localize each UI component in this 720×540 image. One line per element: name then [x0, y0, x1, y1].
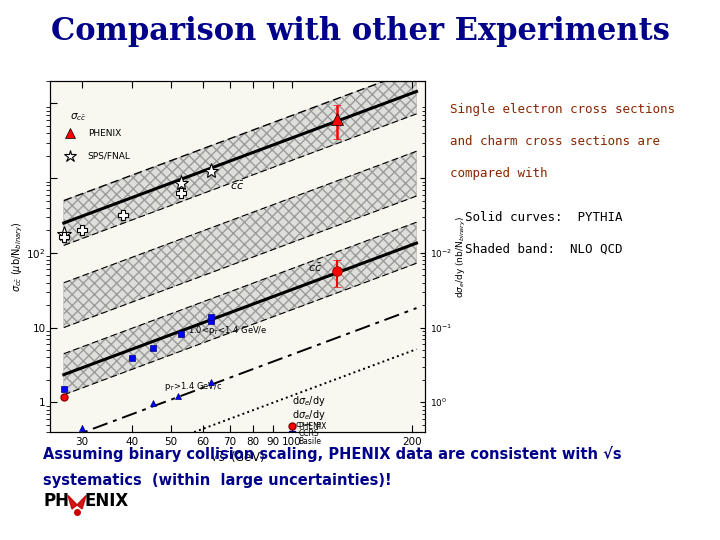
Text: $\sigma_{c\bar{c}}$: $\sigma_{c\bar{c}}$ — [70, 111, 86, 123]
Text: p$_T$>1.4 GeV/c: p$_T$>1.4 GeV/c — [164, 380, 222, 393]
Text: d$\sigma_e$/dy: d$\sigma_e$/dy — [292, 394, 325, 408]
Text: compared with: compared with — [450, 167, 547, 180]
Y-axis label: d$\sigma_e$/dy (nb/N$_{binary}$): d$\sigma_e$/dy (nb/N$_{binary}$) — [455, 215, 468, 298]
Text: systematics  (within  large uncertainties)!: systematics (within large uncertainties)… — [43, 472, 392, 488]
Text: CCRS: CCRS — [298, 429, 319, 438]
X-axis label: $\sqrt{s}$ (GeV): $\sqrt{s}$ (GeV) — [210, 450, 265, 465]
Text: PHENIX: PHENIX — [88, 129, 121, 138]
Polygon shape — [77, 496, 86, 509]
Text: SPS/FNAL: SPS/FNAL — [88, 151, 131, 160]
Text: Shaded band:  NLO QCD: Shaded band: NLO QCD — [450, 243, 623, 256]
Text: PHENIX: PHENIX — [298, 422, 327, 430]
Y-axis label: $\sigma_{c\bar{c}}$ ($\mu$b/N$_{binary}$): $\sigma_{c\bar{c}}$ ($\mu$b/N$_{binary}$… — [11, 221, 25, 292]
Text: $c\bar{c}$: $c\bar{c}$ — [230, 180, 243, 192]
Text: Comparison with other Experiments: Comparison with other Experiments — [50, 16, 670, 47]
Text: Solid curves:  PYTHIA: Solid curves: PYTHIA — [450, 211, 623, 224]
Text: Single electron cross sections: Single electron cross sections — [450, 103, 675, 116]
Text: and charm cross sections are: and charm cross sections are — [450, 135, 660, 148]
Text: PH: PH — [43, 492, 69, 510]
Text: $c\bar{c}$: $c\bar{c}$ — [308, 262, 323, 274]
Text: c $\rightarrow$ e: c $\rightarrow$ e — [295, 420, 322, 429]
Text: Assuming binary collision scaling, PHENIX data are consistent with √s: Assuming binary collision scaling, PHENI… — [43, 446, 622, 462]
Text: d$\sigma_e$/dy: d$\sigma_e$/dy — [292, 408, 325, 422]
Text: ENIX: ENIX — [84, 492, 128, 510]
Polygon shape — [68, 496, 77, 509]
Text: 1.0<p$_T$<1.4 GeV/e: 1.0<p$_T$<1.4 GeV/e — [188, 324, 267, 337]
Text: Basile: Basile — [298, 437, 321, 446]
